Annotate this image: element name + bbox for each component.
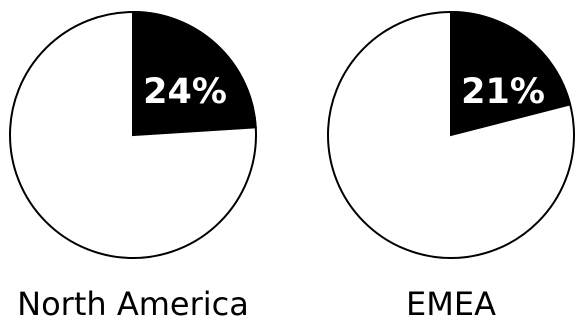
pie-emea-value-slice <box>450 10 572 137</box>
pie-emea <box>327 10 575 259</box>
pie-north-america-value-slice <box>132 10 257 137</box>
pie-north-america <box>9 10 257 259</box>
pie-north-america-value-label: 24% <box>143 72 227 112</box>
pie-emea-value-label: 21% <box>461 72 545 112</box>
pie-north-america-label: North America <box>17 285 249 323</box>
pie-emea-label: EMEA <box>406 285 496 323</box>
